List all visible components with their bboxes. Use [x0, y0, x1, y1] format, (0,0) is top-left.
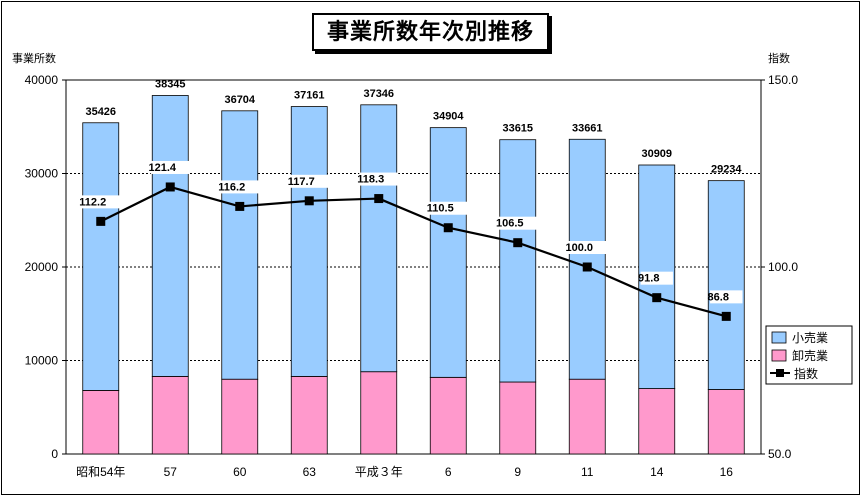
x-tick-label: 11 [581, 465, 594, 479]
x-tick-label: 60 [233, 465, 247, 479]
index-marker [721, 311, 731, 321]
bar-wholesale [499, 381, 537, 455]
index-label-bg [567, 241, 607, 254]
right-tick-label: 150.0 [768, 73, 798, 87]
index-label-bg [710, 290, 743, 304]
bar-total-label: 35426 [85, 106, 116, 118]
left-tick-label: 10000 [25, 354, 59, 368]
bar-wholesale [221, 378, 259, 455]
bar-wholesale [151, 375, 189, 455]
index-label-bg [498, 216, 538, 230]
index-label-bg [428, 201, 468, 215]
bar-wholesale [82, 390, 120, 455]
bar-retail [221, 110, 259, 380]
left-tick-label: 0 [51, 447, 58, 461]
x-tick-label: 63 [303, 465, 317, 479]
bar-retail [82, 122, 120, 391]
x-tick-label: 14 [650, 465, 664, 479]
bar-retail [151, 95, 189, 377]
bar-total-label: 33661 [572, 122, 603, 134]
bar-retail [568, 138, 606, 380]
x-tick-label: 57 [164, 465, 178, 479]
x-tick-label: 9 [514, 465, 521, 479]
x-tick-label: 平成３年 [355, 465, 403, 479]
bar-total-label: 30909 [641, 148, 672, 160]
bar-total-label: 34904 [433, 111, 464, 123]
index-label: 100.0 [565, 242, 593, 254]
legend-swatch-retail [771, 331, 787, 344]
bar-wholesale [707, 389, 745, 455]
bar-retail [429, 127, 467, 378]
index-marker [582, 262, 592, 272]
bar-total-label: 37346 [363, 88, 394, 100]
index-label: 106.5 [496, 218, 524, 230]
index-label-bg [289, 174, 329, 188]
index-marker [96, 216, 106, 226]
bar-total-label: 38345 [155, 78, 186, 90]
bar-retail [360, 104, 398, 373]
index-label: 121.4 [148, 162, 176, 174]
index-label: 110.5 [427, 203, 454, 215]
legend-marker-index [776, 369, 784, 377]
legend-label-retail: 小売業 [792, 330, 828, 345]
bar-retail [499, 139, 537, 383]
right-tick-label: 100.0 [768, 260, 798, 274]
bar-wholesale [290, 375, 328, 455]
left-tick-label: 20000 [25, 260, 59, 274]
index-label: 91.8 [638, 273, 659, 285]
bar-wholesale [638, 388, 676, 455]
bar-total-label: 29234 [711, 164, 742, 176]
x-tick-label: 6 [445, 465, 452, 479]
left-tick-label: 40000 [25, 73, 59, 87]
x-tick-label: 昭和54年 [76, 465, 125, 479]
index-label: 116.2 [218, 181, 245, 193]
legend-label-wholesale: 卸売業 [792, 348, 828, 363]
left-tick-label: 30000 [25, 167, 59, 181]
bar-wholesale [360, 371, 398, 455]
right-axis-title: 指数 [768, 51, 790, 65]
bar-wholesale [429, 376, 467, 455]
index-label-bg [359, 172, 399, 186]
index-marker [443, 223, 453, 233]
index-label-bg [150, 160, 190, 174]
chart-title: 事業所数年次別推移 [312, 13, 549, 51]
index-label-bg [81, 195, 121, 209]
bar-total-label: 33615 [502, 123, 533, 135]
index-label: 118.3 [357, 174, 384, 186]
legend-label-index: 指数 [794, 366, 818, 381]
bar-total-label: 37161 [294, 90, 325, 102]
index-label-bg [640, 271, 673, 285]
bar-wholesale [568, 378, 606, 455]
index-marker [513, 238, 523, 248]
index-label: 86.8 [708, 291, 729, 303]
legend-swatch-wholesale [771, 349, 787, 362]
right-tick-label: 50.0 [768, 447, 792, 461]
index-label-bg [220, 180, 260, 194]
index-marker [165, 182, 175, 192]
x-tick-label: 16 [720, 465, 734, 479]
index-marker [235, 201, 245, 211]
index-label: 117.7 [288, 176, 315, 188]
index-marker [652, 293, 662, 303]
bar-retail [707, 180, 745, 390]
left-axis-title: 事業所数 [12, 52, 56, 65]
index-label: 112.2 [79, 196, 106, 208]
bar-total-label: 36704 [224, 94, 255, 106]
index-marker [374, 194, 384, 204]
index-line [100, 185, 727, 318]
bar-retail [290, 106, 328, 377]
index-marker [304, 196, 314, 206]
